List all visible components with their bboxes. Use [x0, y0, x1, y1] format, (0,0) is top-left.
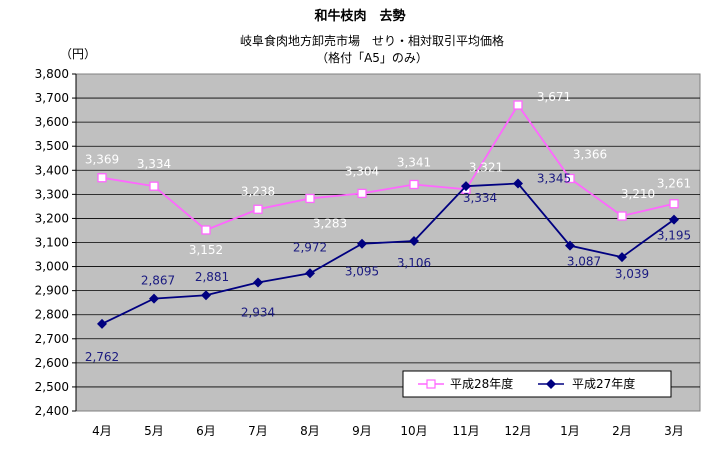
data-label-h27: 2,867: [141, 274, 175, 288]
y-tick-label: 2,800: [35, 308, 69, 322]
data-point-h27: [565, 240, 575, 251]
data-point-h28: [97, 173, 107, 183]
data-point-h27: [461, 181, 471, 192]
y-tick-label: 3,300: [35, 187, 69, 201]
data-label-h27: 3,195: [657, 229, 691, 243]
x-axis-ticks: 4月 5月 6月 7月 8月 9月 10月 11月 12月 1月 2月 3月: [92, 424, 684, 438]
legend-label-h27: 平成27年度: [572, 376, 635, 391]
data-label-h28: 3,152: [189, 243, 223, 257]
legend-label-h28: 平成28年度: [450, 376, 513, 391]
x-tick-label: 11月: [452, 424, 479, 438]
data-point-h28: [201, 225, 211, 235]
y-tick-label: 3,100: [35, 236, 69, 250]
series-line-h27: [101, 182, 675, 325]
data-label-h27: 2,881: [195, 270, 229, 284]
data-label-h27: 3,334: [463, 191, 497, 205]
x-tick-label: 2月: [612, 424, 632, 438]
data-label-h28: 3,671: [537, 90, 571, 104]
legend-marker-h27: [546, 379, 556, 389]
x-tick-label: 3月: [664, 424, 684, 438]
data-point-h28: [513, 100, 523, 110]
x-tick-label: 6月: [196, 424, 216, 438]
data-point-h28: [617, 211, 627, 221]
data-point-h28: [305, 193, 315, 204]
data-point-h28: [669, 199, 679, 209]
data-point-h28: [409, 179, 419, 190]
x-tick-label: 4月: [92, 424, 112, 438]
y-tick-label: 3,500: [35, 139, 69, 153]
x-tick-label: 5月: [144, 424, 164, 438]
data-point-h27: [149, 293, 159, 304]
y-tick-label: 2,900: [35, 284, 69, 298]
chart-subtitle-1: 岐阜食肉地方卸売市場 せり・相対取引平均価格: [240, 33, 504, 48]
series-layer: [97, 100, 679, 329]
y-tick-label: 3,200: [35, 211, 69, 225]
y-tick-label: 2,500: [35, 380, 69, 394]
y-tick-label: 3,800: [35, 67, 69, 81]
data-label-h27: 3,039: [615, 267, 649, 281]
x-tick-label: 7月: [248, 424, 268, 438]
data-point-h27: [357, 238, 367, 249]
y-tick-label: 3,000: [35, 260, 69, 274]
x-tick-label: 8月: [300, 424, 320, 438]
data-point-h27: [409, 236, 419, 247]
data-label-h28: 3,283: [313, 216, 347, 230]
y-tick-label: 3,700: [35, 91, 69, 105]
data-label-h28: 3,321: [469, 160, 503, 174]
y-tick-label: 2,400: [35, 404, 69, 418]
y-unit-label: （円）: [60, 47, 96, 61]
x-tick-label: 10月: [400, 424, 427, 438]
data-label-h27: 3,095: [345, 265, 379, 279]
data-point-h27: [305, 268, 315, 279]
data-point-h28: [565, 173, 575, 184]
y-axis-ticks: 2,400 2,500 2,600 2,700 2,800 2,900 3,000 3,100…: [35, 67, 77, 418]
x-tick-label: 12月: [504, 424, 531, 438]
y-tick-label: 2,700: [35, 332, 69, 346]
data-labels-layer: 3,369 3,334 3,152 3,238 3,283 3,304 3,341 3,321…: [85, 90, 691, 364]
data-point-h27: [97, 318, 107, 329]
data-label-h27: 3,087: [567, 255, 601, 269]
data-label-h27: 2,762: [85, 350, 119, 364]
data-label-h27: 3,345: [537, 172, 571, 186]
data-point-h28: [149, 181, 159, 191]
series-line-h28: [101, 103, 675, 232]
data-label-h28: 3,366: [573, 147, 607, 161]
data-label-h28: 3,341: [397, 155, 431, 169]
chart-subtitle-2: （格付「A5」のみ）: [316, 50, 428, 65]
data-label-h28: 3,210: [621, 187, 655, 201]
data-label-h28: 3,369: [85, 153, 119, 167]
data-label-h27: 2,972: [293, 240, 327, 254]
legend-marker-h28: [426, 379, 436, 389]
data-label-h27: 3,106: [397, 256, 431, 270]
chart-title: 和牛枝肉 去勢: [314, 8, 405, 24]
data-point-h27: [513, 178, 523, 189]
x-tick-label: 9月: [352, 424, 372, 438]
data-label-h28: 3,334: [137, 157, 171, 171]
y-tick-label: 2,600: [35, 356, 69, 370]
data-point-h28: [357, 188, 367, 199]
data-point-h27: [617, 252, 627, 263]
data-label-h27: 2,934: [241, 305, 275, 319]
x-tick-label: 1月: [560, 424, 580, 438]
data-point-h27: [253, 277, 263, 288]
data-point-h28: [253, 204, 263, 214]
y-tick-label: 3,400: [35, 163, 69, 177]
data-label-h28: 3,304: [345, 164, 379, 178]
data-point-h27: [669, 214, 679, 225]
legend: 平成28年度 平成27年度: [402, 370, 672, 398]
y-tick-label: 3,600: [35, 115, 69, 129]
data-label-h28: 3,238: [241, 184, 275, 198]
legend-box: [402, 370, 672, 398]
data-label-h28: 3,261: [657, 177, 691, 191]
data-point-h27: [201, 290, 211, 301]
